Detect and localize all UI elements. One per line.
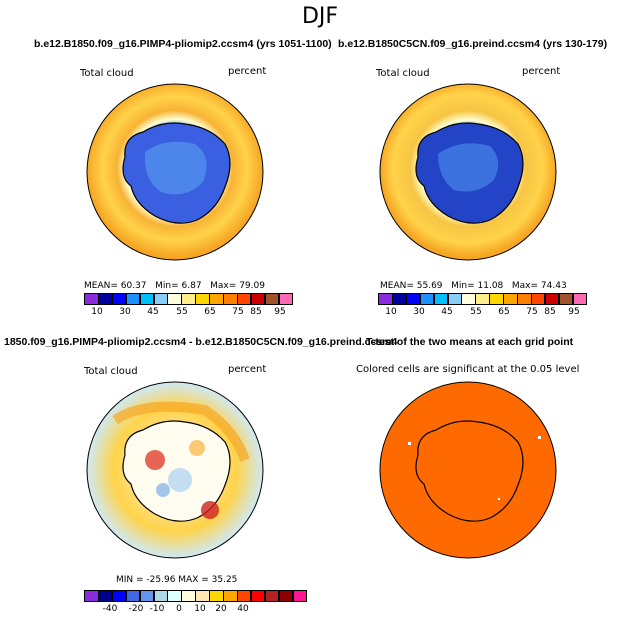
colorbar-swatch [544, 293, 560, 305]
panel4-subtitle: Colored cells are significant at the 0.0… [356, 364, 580, 375]
colorbar-swatch [292, 590, 308, 602]
panel3-title: 1850.f09_g16.PIMP4-pliomip2.ccsm4 - b.e1… [4, 336, 398, 348]
colorbar-swatch [125, 590, 141, 602]
panel3-stats: MIN = -25.96 MAX = 35.25 [116, 575, 238, 585]
colorbar-swatch [378, 293, 393, 305]
panel4-title: T-test of the two means at each grid poi… [366, 336, 574, 348]
panel1-title: b.e12.B1850.f09_g16.PIMP4-pliomip2.ccsm4… [34, 38, 332, 50]
colorbar-swatch [447, 293, 463, 305]
colorbar-swatch [195, 293, 210, 305]
colorbar-swatch [223, 590, 238, 602]
colorbar-swatch [530, 293, 546, 305]
colorbar-swatch [167, 293, 182, 305]
panel3-colorbar [84, 590, 308, 602]
panel1-map [86, 83, 264, 261]
panel3-map [86, 381, 264, 559]
colorbar-swatch [181, 293, 196, 305]
panel2-map [379, 83, 557, 261]
colorbar-swatch [84, 293, 99, 305]
colorbar-swatch [489, 293, 504, 305]
panel2-stats: MEAN= 55.69 Min= 11.08 Max= 74.43 [380, 281, 567, 291]
colorbar-swatch [419, 293, 435, 305]
colorbar-swatch [195, 590, 210, 602]
colorbar-swatch [503, 293, 518, 305]
colorbar-swatch [433, 293, 449, 305]
colorbar-swatch [111, 590, 127, 602]
colorbar-swatch [209, 590, 224, 602]
panel2-title: b.e12.B1850C5CN.f09_g16.preind.ccsm4 (yr… [338, 38, 608, 50]
colorbar-swatch [264, 590, 280, 602]
colorbar-swatch [517, 293, 532, 305]
colorbar-swatch [250, 293, 266, 305]
panel2-colorbar [378, 293, 588, 305]
panel3-colorbar-labels: -40 -20 -10 0 10 20 40 [102, 604, 249, 614]
colorbar-swatch [97, 293, 113, 305]
colorbar-swatch [111, 293, 127, 305]
panel3-units: percent [228, 364, 267, 375]
panel1-variable: Total cloud [80, 68, 134, 79]
panel4-disc [379, 381, 557, 559]
colorbar-swatch [125, 293, 141, 305]
colorbar-swatch [278, 293, 294, 305]
colorbar-swatch [153, 590, 169, 602]
colorbar-swatch [97, 590, 113, 602]
colorbar-swatch [264, 293, 280, 305]
panel1-stats: MEAN= 60.37 Min= 6.87 Max= 79.09 [84, 281, 265, 291]
colorbar-swatch [236, 590, 252, 602]
colorbar-swatch [405, 293, 421, 305]
colorbar-swatch [153, 293, 169, 305]
panel2-variable: Total cloud [376, 68, 430, 79]
colorbar-swatch [572, 293, 588, 305]
panel4-map [379, 381, 557, 559]
colorbar-swatch [461, 293, 476, 305]
colorbar-swatch [167, 590, 182, 602]
colorbar-swatch [558, 293, 574, 305]
colorbar-swatch [278, 590, 294, 602]
colorbar-swatch [475, 293, 490, 305]
colorbar-swatch [209, 293, 224, 305]
colorbar-swatch [181, 590, 196, 602]
colorbar-swatch [223, 293, 238, 305]
panel1-colorbar [84, 293, 294, 305]
panel2-units: percent [522, 66, 561, 77]
panel4-antarctica [415, 420, 524, 522]
panel3-variable: Total cloud [84, 366, 138, 377]
panel1-units: percent [228, 66, 267, 77]
colorbar-swatch [391, 293, 407, 305]
panel1-colorbar-labels: 10 30 45 55 65 75 85 95 [91, 307, 286, 317]
colorbar-swatch [84, 590, 99, 602]
colorbar-swatch [139, 590, 155, 602]
colorbar-swatch [139, 293, 155, 305]
colorbar-swatch [250, 590, 266, 602]
figure-title: DJF [301, 4, 339, 29]
panel2-colorbar-labels: 10 30 45 55 65 75 85 95 [385, 307, 580, 317]
colorbar-swatch [236, 293, 252, 305]
